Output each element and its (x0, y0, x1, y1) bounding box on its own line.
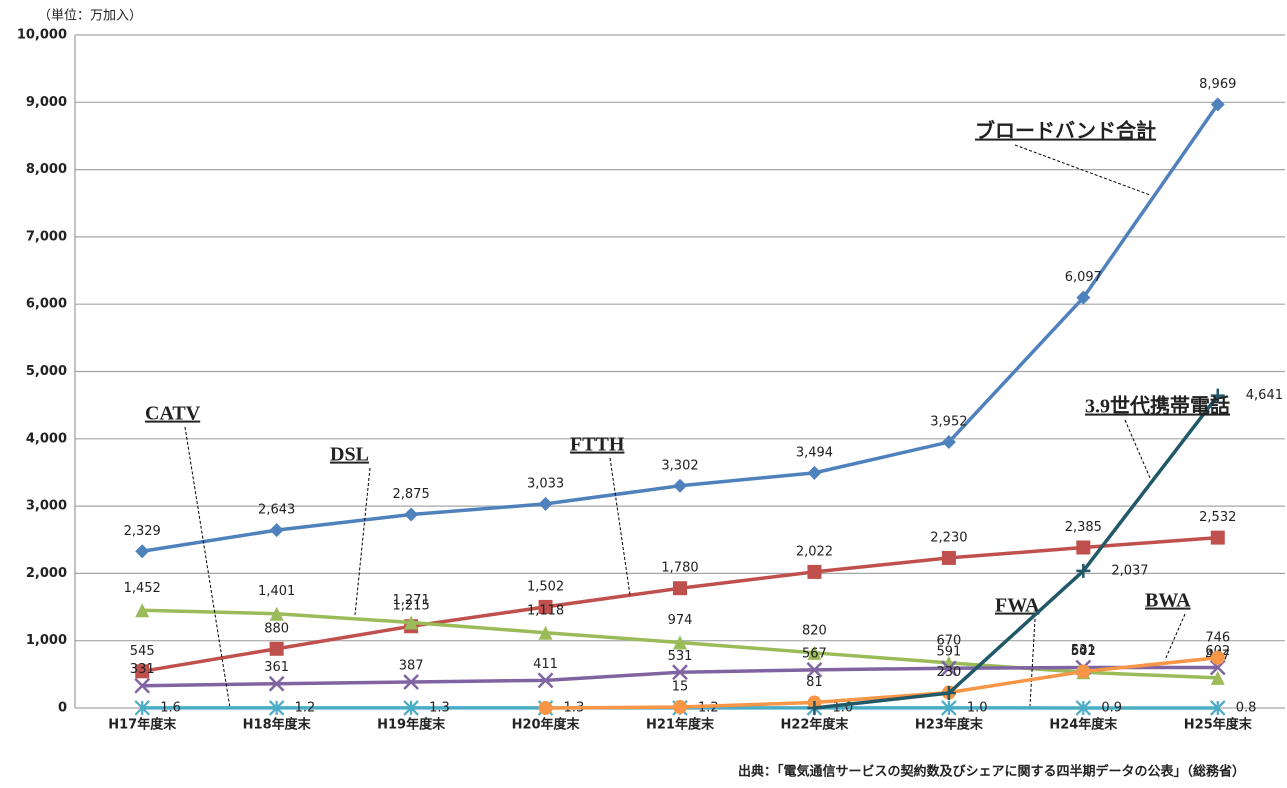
leader-line (355, 468, 370, 615)
marker (1076, 665, 1090, 679)
data-label: 2,643 (258, 503, 295, 518)
marker (1211, 531, 1225, 545)
marker (673, 479, 687, 493)
y-tick-label: 10,000 (17, 28, 67, 43)
data-label: 2,230 (930, 530, 967, 545)
data-label: 0.8 (1236, 700, 1257, 715)
marker (270, 523, 284, 537)
data-label: 880 (264, 621, 289, 636)
series-annotation: CATV (145, 403, 201, 425)
marker (1076, 540, 1090, 554)
data-label: 3,302 (661, 458, 698, 473)
data-label: 1,502 (527, 579, 564, 594)
y-tick-label: 6,000 (26, 297, 67, 312)
series-annotation: FTTH (570, 434, 625, 456)
y-tick-label: 3,000 (26, 499, 67, 514)
x-tick-label: H19年度末 (377, 717, 446, 733)
data-label: 1.6 (160, 700, 181, 715)
marker (942, 551, 956, 565)
y-tick-label: 0 (58, 701, 67, 716)
data-label: 820 (802, 623, 827, 638)
leader-line (610, 458, 630, 595)
data-label: 1,271 (393, 593, 430, 608)
data-label: 1.0 (967, 700, 988, 715)
x-tick-label: H21年度末 (646, 717, 715, 733)
data-label: 2,385 (1065, 520, 1102, 535)
y-tick-label: 5,000 (26, 364, 67, 379)
data-label: 567 (802, 646, 827, 661)
series-annotation: FWA (995, 595, 1040, 617)
data-label: 4,641 (1246, 388, 1283, 403)
data-label: 1.3 (429, 700, 450, 715)
data-label: 15 (672, 679, 689, 694)
x-tick-label: H22年度末 (780, 717, 849, 733)
series-annotation: ブロードバンド合計 (975, 119, 1156, 143)
data-label: 3,952 (930, 415, 967, 430)
leader-line (1030, 619, 1035, 706)
series-annotation: BWA (1145, 590, 1191, 612)
x-tick-label: H20年度末 (512, 717, 581, 733)
marker (673, 581, 687, 595)
data-label: 545 (130, 644, 155, 659)
data-label: 361 (264, 660, 289, 675)
data-label: 230 (936, 665, 961, 680)
marker (539, 497, 553, 511)
leader-line (1125, 420, 1150, 478)
data-label: 2,875 (393, 487, 430, 502)
y-tick-label: 7,000 (26, 229, 67, 244)
x-tick-label: H17年度末 (108, 717, 177, 733)
data-label: 1.2 (295, 700, 316, 715)
leader-line (185, 427, 230, 708)
x-tick-label: H23年度末 (915, 717, 984, 733)
unit-label: （単位：万加入） (38, 8, 142, 24)
data-label: 1,401 (258, 584, 295, 599)
data-label: 81 (806, 675, 823, 690)
data-label: 3,033 (527, 476, 564, 491)
data-label: 8,969 (1199, 77, 1236, 92)
y-tick-label: 2,000 (26, 566, 67, 581)
data-label: 331 (130, 662, 155, 677)
data-label: 974 (668, 613, 693, 628)
x-tick-label: H18年度末 (243, 717, 312, 733)
data-label: 1,118 (527, 603, 564, 618)
data-label: 746 (1205, 630, 1230, 645)
x-tick-label: H25年度末 (1184, 717, 1253, 733)
marker (1211, 651, 1225, 665)
data-label: 0.9 (1101, 700, 1122, 715)
data-label: 2,022 (796, 544, 833, 559)
marker (807, 565, 821, 579)
data-label: 1,452 (124, 581, 161, 596)
x-tick-label: H24年度末 (1049, 717, 1118, 733)
y-tick-label: 9,000 (26, 95, 67, 110)
leader-line (1165, 614, 1185, 660)
data-label: 591 (936, 645, 961, 660)
data-label: 542 (1071, 644, 1096, 659)
series-annotation: 3.9世代携帯電話 (1085, 394, 1230, 418)
y-tick-label: 8,000 (26, 162, 67, 177)
data-label: 531 (668, 649, 693, 664)
series-annotation: DSL (330, 444, 369, 466)
data-label: 3,494 (796, 445, 833, 460)
data-label: 2,037 (1111, 563, 1148, 578)
source-note: 出典：「電気通信サービスの契約数及びシェアに関する四半期データの公表」（総務省） (738, 764, 1245, 780)
data-label: 1,780 (661, 561, 698, 576)
data-label: 2,329 (124, 524, 161, 539)
marker (539, 701, 553, 715)
marker (270, 642, 284, 656)
marker (807, 466, 821, 480)
data-label: 2,532 (1199, 510, 1236, 525)
y-tick-label: 1,000 (26, 633, 67, 648)
marker (135, 544, 149, 558)
data-label: 387 (399, 658, 424, 673)
data-label: 6,097 (1065, 270, 1102, 285)
marker (673, 700, 687, 714)
marker (404, 508, 418, 522)
y-tick-label: 4,000 (26, 431, 67, 446)
data-label: 411 (533, 657, 558, 672)
